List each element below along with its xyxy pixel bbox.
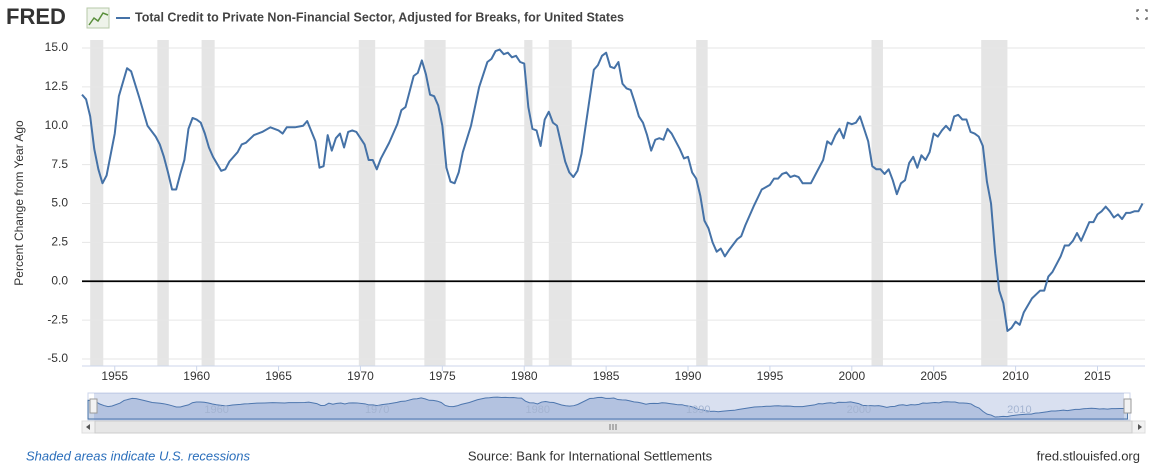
x-tick-label: 1990 <box>675 369 702 383</box>
navigator[interactable]: 1960 1970 1980 1990 2000 2010 <box>87 392 1132 421</box>
x-tick-label: 2015 <box>1084 369 1111 383</box>
y-tick-label: 7.5 <box>51 157 68 171</box>
y-tick-label: 10.0 <box>45 118 69 132</box>
navigator-tick-label: 1970 <box>365 404 389 416</box>
navigator-tick-label: 1980 <box>525 404 549 416</box>
navigator-tick-label: 2000 <box>847 404 871 416</box>
navigator-selection <box>94 393 1124 420</box>
brand-icon <box>86 7 110 29</box>
legend-label: Total Credit to Private Non-Financial Se… <box>135 10 624 24</box>
y-tick-label: 2.5 <box>51 235 68 249</box>
x-tick-label: 1960 <box>183 369 210 383</box>
y-tick-label: 15.0 <box>45 40 69 54</box>
navigator-area <box>87 396 1129 420</box>
y-tick-label: 12.5 <box>45 79 69 93</box>
navigator-tick-label: 1960 <box>204 404 228 416</box>
x-tick-label: 2005 <box>920 369 947 383</box>
fullscreen-button[interactable] <box>1136 9 1148 20</box>
y-tick-label: 0.0 <box>51 273 68 287</box>
y-axis-label: Percent Change from Year Ago <box>12 120 26 286</box>
site-link[interactable]: fred.stlouisfed.org <box>1037 448 1140 463</box>
navigator-handle[interactable] <box>89 398 98 414</box>
x-tick-label: 1965 <box>265 369 292 383</box>
navigator-tick-label: 2010 <box>1007 404 1031 416</box>
x-tick-label: 2000 <box>838 369 865 383</box>
x-tick-label: 1985 <box>593 369 620 383</box>
y-tick-label: -2.5 <box>47 312 68 326</box>
recession-note: Shaded areas indicate U.S. recessions <box>26 448 251 463</box>
y-tick-label: 5.0 <box>51 196 68 210</box>
scrollbar[interactable] <box>81 420 1146 434</box>
brand-logo: FRED <box>6 4 66 29</box>
navigator-tick-label: 1990 <box>686 404 710 416</box>
x-tick-label: 1975 <box>429 369 456 383</box>
navigator-handle[interactable] <box>1123 398 1132 414</box>
x-tick-label: 1980 <box>511 369 538 383</box>
series-line <box>81 48 1144 333</box>
x-tick-label: 1995 <box>757 369 784 383</box>
plot-area: 15.0 12.5 10.0 7.5 5.0 2.5 0.0 -2.5 -5.0 1955 1960… <box>45 40 1145 383</box>
y-tick-label: -5.0 <box>47 351 68 365</box>
x-tick-label: 2010 <box>1002 369 1029 383</box>
source: Source: Bank for International Settlemen… <box>468 448 713 463</box>
x-tick-label: 1955 <box>101 369 128 383</box>
x-tick-label: 1970 <box>347 369 374 383</box>
